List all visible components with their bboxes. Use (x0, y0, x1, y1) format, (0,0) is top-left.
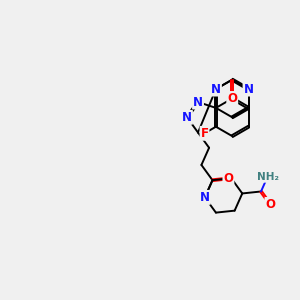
Text: O: O (227, 92, 237, 105)
Text: N: N (244, 82, 254, 96)
Text: O: O (266, 198, 275, 211)
Text: N: N (200, 191, 210, 204)
Text: N: N (182, 111, 192, 124)
Text: F: F (200, 127, 208, 140)
Text: NH₂: NH₂ (256, 172, 278, 182)
Text: N: N (193, 96, 203, 109)
Text: O: O (224, 172, 233, 185)
Text: N: N (211, 82, 221, 96)
